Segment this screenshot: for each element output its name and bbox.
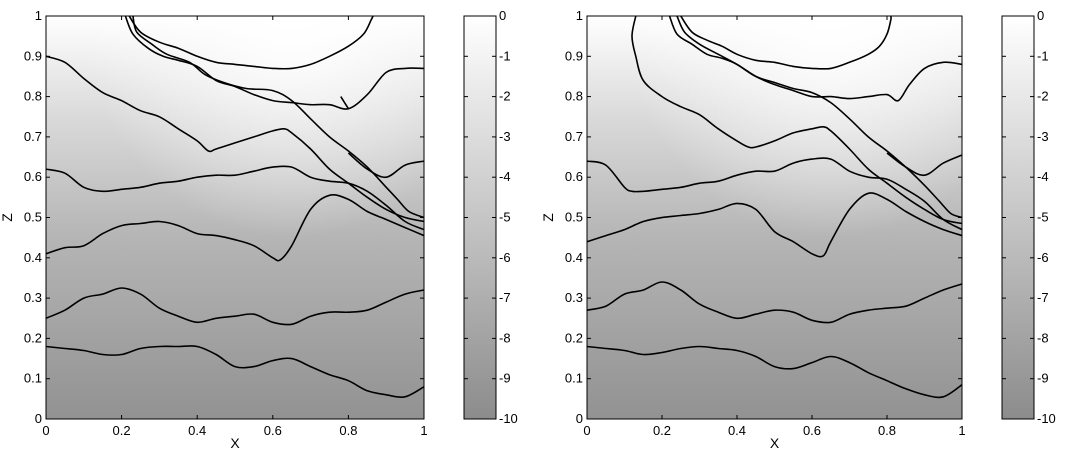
contour-line-5 [45, 55, 425, 223]
x-tick-label: 0.8 [878, 423, 896, 438]
colorbar-tick-label: -2 [1037, 89, 1049, 104]
y-tick-label: 0.9 [565, 48, 583, 63]
y-axis-label: Z [540, 213, 556, 222]
y-tick-label: 1 [35, 8, 42, 23]
y-tick-label: 0 [576, 411, 583, 426]
contour-line-7 [124, 15, 425, 110]
colorbar-tick-label: -5 [499, 210, 511, 225]
colorbar-tick-label: -3 [1037, 129, 1049, 144]
colorbar-tick-label: -1 [499, 48, 511, 63]
contour-line-5 [631, 15, 963, 225]
contour-line-9 [886, 152, 963, 177]
y-tick-label: 0.5 [24, 210, 42, 225]
contour-line-2 [45, 287, 425, 326]
x-tick-label: 0.2 [653, 423, 671, 438]
x-axis-label: X [230, 435, 240, 451]
y-tick-label: 0.6 [565, 169, 583, 184]
colorbar-tick-label: 0 [499, 8, 506, 23]
colorbar-tick-label: -6 [1037, 250, 1049, 265]
x-tick-label: 0.6 [264, 423, 282, 438]
left-colorbar: 0 -1 -2 -3 -4 -5 -6 -7 -8 -9 -10 [463, 8, 518, 426]
colorbar-scale [463, 15, 497, 420]
y-tick-label: 0.6 [24, 169, 42, 184]
colorbar-tick-label: -9 [499, 371, 511, 386]
contour-line-7 [668, 15, 963, 102]
right-contour-panel: 0 0.2 0.4 0.6 0.8 1 0 0.1 0.2 0.3 0.4 0.5 0.6 0.7 0.8 0… [540, 8, 966, 451]
x-tick-label: 0.4 [728, 423, 746, 438]
colorbar-tick-label: -10 [499, 411, 518, 426]
colorbar-tick-label: -8 [1037, 330, 1049, 345]
x-axis-label: X [770, 435, 780, 451]
left-contour-panel: 0 0.2 0.4 0.6 0.8 1 0 0.1 0.2 0.3 0.4 0.5 0.6 0.7 0.8 0… [0, 8, 428, 451]
x-tick-label: 0 [583, 423, 590, 438]
contour-line-8 [680, 15, 892, 70]
contour-line-2 [586, 281, 963, 324]
y-axis-label: Z [0, 213, 15, 222]
colorbar-tick-label: -4 [1037, 169, 1049, 184]
contour-line-4 [45, 165, 425, 231]
colorbar-tick-label: -2 [499, 89, 511, 104]
x-tick-label: 1 [420, 423, 427, 438]
field-highlight [46, 16, 424, 419]
y-tick-label: 0.1 [24, 371, 42, 386]
contour-line-10 [347, 152, 425, 179]
y-tick-label: 0.4 [565, 250, 583, 265]
colorbar-tick-label: -8 [499, 330, 511, 345]
colorbar-tick-label: -10 [1037, 411, 1056, 426]
y-tick-label: 0.5 [565, 210, 583, 225]
y-tick-label: 0.4 [24, 250, 42, 265]
colorbar-tick-label: -7 [1037, 290, 1049, 305]
y-tick-label: 1 [576, 8, 583, 23]
x-tick-label: 0 [42, 423, 49, 438]
y-tick-label: 0.2 [24, 330, 42, 345]
colorbar-tick-label: 0 [1037, 8, 1044, 23]
y-tick-label: 0.8 [565, 89, 583, 104]
y-tick-label: 0.1 [565, 371, 583, 386]
field-highlight [587, 16, 962, 419]
x-tick-label: 0.6 [803, 423, 821, 438]
colorbar-tick-label: -6 [499, 250, 511, 265]
x-tick-label: 0.4 [188, 423, 206, 438]
colorbar-tick-label: -7 [499, 290, 511, 305]
contour-line-9 [340, 96, 350, 110]
contour-line-3 [586, 192, 963, 258]
contour-line-3 [45, 194, 425, 262]
y-tick-label: 0.7 [24, 129, 42, 144]
colorbar-tick-label: -3 [499, 129, 511, 144]
contour-line-8 [128, 15, 374, 70]
contour-line-1 [586, 345, 963, 399]
y-tick-label: 0 [35, 411, 42, 426]
y-tick-label: 0.8 [24, 89, 42, 104]
x-tick-label: 1 [958, 423, 965, 438]
y-tick-label: 0.3 [24, 290, 42, 305]
colorbar-tick-label: -4 [499, 169, 511, 184]
contour-line-1 [45, 345, 425, 399]
y-tick-label: 0.3 [565, 290, 583, 305]
y-tick-label: 0.7 [565, 129, 583, 144]
colorbar-tick-label: -9 [1037, 371, 1049, 386]
colorbar-scale [1001, 15, 1035, 420]
contour-line-6 [132, 15, 425, 219]
y-tick-label: 0.2 [565, 330, 583, 345]
contour-line-4 [586, 157, 963, 231]
colorbar-tick-label: -5 [1037, 210, 1049, 225]
colorbar-tick-label: -1 [1037, 48, 1049, 63]
y-tick-label: 0.9 [24, 48, 42, 63]
x-tick-label: 0.2 [113, 423, 131, 438]
right-colorbar: 0 -1 -2 -3 -4 -5 -6 -7 -8 -9 -10 [1001, 8, 1056, 426]
x-tick-label: 0.8 [339, 423, 357, 438]
